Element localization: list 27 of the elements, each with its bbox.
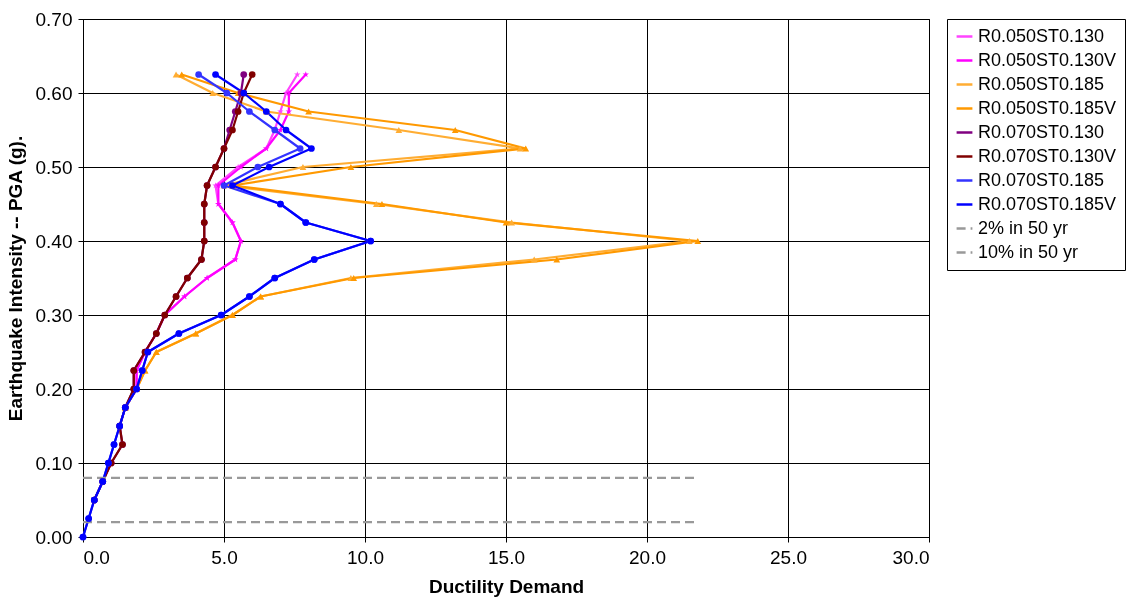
legend-label: R0.070ST0.130V	[978, 145, 1117, 166]
x-tick-label: 5.0	[211, 546, 238, 568]
x-tick-label: 10.0	[347, 546, 384, 568]
legend-label: R0.050ST0.185V	[978, 97, 1117, 118]
x-tick-label: 0.0	[83, 546, 110, 568]
legend-label: 2% in 50 yr	[978, 217, 1069, 238]
legend-label: 10% in 50 yr	[978, 241, 1079, 262]
y-tick-label: 0.60	[35, 82, 73, 104]
y-tick-label: 0.70	[35, 8, 73, 30]
legend-label: R0.050ST0.130V	[978, 49, 1117, 70]
y-axis-title: Earthquake Intensity -- PGA (g).	[4, 135, 26, 422]
x-tick-label: 25.0	[770, 546, 807, 568]
y-tick-label: 0.50	[35, 156, 73, 178]
y-tick-label: 0.40	[35, 230, 73, 252]
legend-label: R0.070ST0.130	[978, 121, 1105, 142]
x-tick-label: 15.0	[488, 546, 525, 568]
x-tick-label: 20.0	[629, 546, 666, 568]
legend-label: R0.070ST0.185	[978, 169, 1105, 190]
x-tick-label: 30.0	[892, 546, 930, 568]
y-tick-label: 0.20	[35, 378, 73, 400]
legend-label: R0.050ST0.130	[978, 25, 1105, 46]
y-tick-label: 0.10	[35, 452, 73, 474]
y-tick-label: 0.30	[35, 304, 73, 326]
legend-label: R0.070ST0.185V	[978, 193, 1117, 214]
y-tick-label: 0.00	[35, 526, 73, 548]
x-axis-title: Ductility Demand	[428, 575, 585, 597]
legend-label: R0.050ST0.185	[978, 73, 1105, 94]
